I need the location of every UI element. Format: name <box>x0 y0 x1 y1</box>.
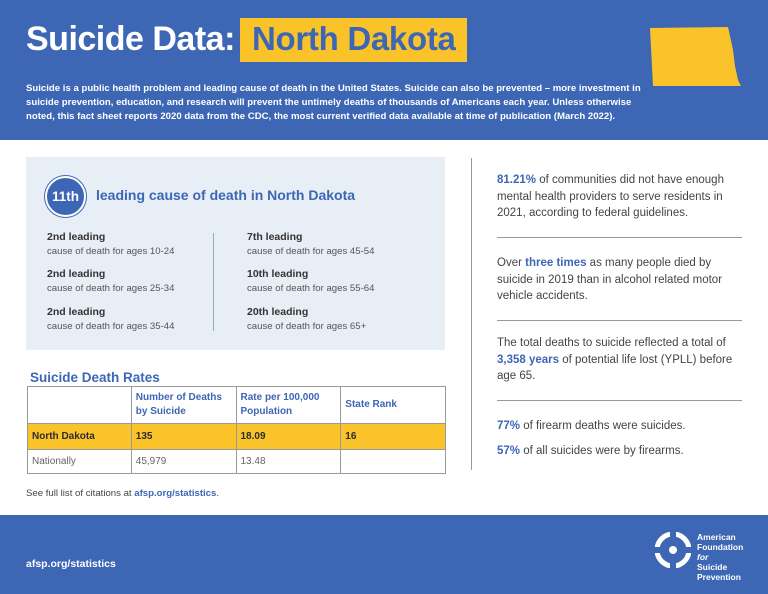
table-cell: 16 <box>340 423 446 450</box>
table-cell: North Dakota <box>27 423 132 450</box>
leading-cause-item: 2nd leading cause of death for ages 35-4… <box>47 305 217 334</box>
page-title: Suicide Data: <box>26 20 235 58</box>
citation-prefix: See full list of citations at <box>26 488 135 499</box>
leading-cause-item: 10th leading cause of death for ages 55-… <box>247 267 417 296</box>
table-header-cell <box>27 386 132 424</box>
table-header-row: Number of Deaths by Suicide Rate per 100… <box>27 386 446 424</box>
stat-block: Over three times as many people died by … <box>497 255 747 305</box>
footer-band <box>0 515 768 594</box>
table-header-cell: Number of Deaths by Suicide <box>130 386 237 424</box>
death-rates-table: Number of Deaths by Suicide Rate per 100… <box>27 386 446 474</box>
state-name: North Dakota <box>252 20 456 57</box>
stat-divider <box>497 237 742 238</box>
lifebuoy-logo-icon <box>655 532 691 568</box>
footer-link[interactable]: afsp.org/statistics <box>26 558 116 570</box>
table-row: North Dakota 135 18.09 16 <box>27 423 446 450</box>
rank-label: leading cause of death in North Dakota <box>96 187 356 203</box>
intro-paragraph: Suicide is a public health problem and l… <box>26 83 641 122</box>
stat-highlight: 3,358 years <box>497 353 560 366</box>
logo-line: Suicide <box>697 562 728 572</box>
stat-block: 77% of firearm deaths were suicides. <box>497 418 747 435</box>
leading-cause-rank: 2nd leading <box>47 306 106 318</box>
stat-block: 57% of all suicides were by firearms. <box>497 443 747 460</box>
leading-cause-item: 2nd leading cause of death for ages 25-3… <box>47 267 217 296</box>
logo-line: American <box>697 532 736 542</box>
stat-divider <box>497 320 742 321</box>
stat-pre: Over <box>497 257 526 269</box>
leading-cause-desc: cause of death for ages 65+ <box>247 321 367 332</box>
stat-pre: The total deaths to suicide reflected a … <box>497 337 726 349</box>
stat-post: of all suicides were by firearms. <box>520 445 684 457</box>
leading-cause-desc: cause of death for ages 25-34 <box>47 283 175 294</box>
panel-divider <box>213 233 214 331</box>
table-title: Suicide Death Rates <box>30 370 160 385</box>
stat-post: of potential life lost (YPLL) before age… <box>497 353 733 383</box>
organization-logo-text: American Foundation for Suicide Preventi… <box>697 532 743 582</box>
citation-suffix: . <box>216 488 220 499</box>
stat-post: of communities did not have enough menta… <box>497 174 724 219</box>
leading-cause-item: 7th leading cause of death for ages 45-5… <box>247 230 417 259</box>
table-cell: 13.48 <box>235 449 342 474</box>
leading-cause-rank: 2nd leading <box>47 231 106 243</box>
table-cell: Nationally <box>27 449 132 474</box>
leading-cause-panel <box>26 157 445 350</box>
table-header-cell: State Rank <box>340 386 446 424</box>
stat-post: as many people died by suicide in 2019 t… <box>497 257 723 302</box>
logo-line: Prevention <box>697 572 741 582</box>
leading-cause-rank: 2nd leading <box>47 268 106 280</box>
leading-cause-desc: cause of death for ages 45-54 <box>247 246 375 257</box>
table-cell: 135 <box>130 423 237 450</box>
citation-note: See full list of citations at afsp.org/s… <box>26 488 219 499</box>
leading-cause-item: 2nd leading cause of death for ages 10-2… <box>47 230 217 259</box>
table-cell: 45,979 <box>130 449 237 474</box>
logo-line: Foundation <box>697 542 744 552</box>
leading-cause-rank: 20th leading <box>247 306 309 318</box>
table-cell <box>340 449 446 474</box>
leading-cause-desc: cause of death for ages 35-44 <box>47 321 175 332</box>
stat-highlight: three times <box>525 257 587 269</box>
leading-cause-desc: cause of death for ages 55-64 <box>247 283 375 294</box>
citation-link[interactable]: afsp.org/statistics <box>134 488 217 499</box>
logo-line: for <box>697 552 709 562</box>
stat-post: of firearm deaths were suicides. <box>520 420 686 432</box>
leading-cause-item: 20th leading cause of death for ages 65+ <box>247 305 417 334</box>
north-dakota-map-icon <box>650 27 741 86</box>
stat-block: 81.21% of communities did not have enoug… <box>497 172 747 222</box>
stat-highlight: 57% <box>497 445 521 457</box>
leading-cause-desc: cause of death for ages 10-24 <box>47 246 175 257</box>
table-header-cell: Rate per 100,000 Population <box>235 386 342 424</box>
table-row: Nationally 45,979 13.48 <box>27 449 446 474</box>
rank-badge: 11th <box>45 176 86 217</box>
state-highlight-box <box>240 18 467 62</box>
stat-divider <box>497 400 742 401</box>
leading-cause-rank: 10th leading <box>247 268 309 280</box>
column-divider <box>471 158 472 470</box>
table-cell: 18.09 <box>235 423 342 450</box>
stat-block: The total deaths to suicide reflected a … <box>497 335 747 385</box>
stat-highlight: 81.21% <box>497 174 537 186</box>
leading-cause-rank: 7th leading <box>247 231 303 243</box>
stat-highlight: 77% <box>497 420 521 432</box>
